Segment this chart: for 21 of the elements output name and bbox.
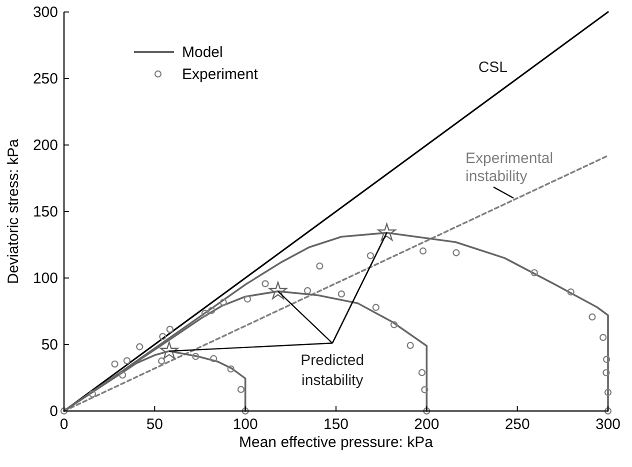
y-axis-title: Deviatoric stress: kPa: [5, 138, 22, 284]
y-tick-label: 0: [50, 403, 58, 420]
y-tick-label: 300: [32, 4, 58, 21]
x-tick-label: 0: [60, 416, 68, 433]
y-tick-label: 50: [41, 336, 58, 354]
x-axis-title: Mean effective pressure: kPa: [239, 434, 434, 451]
y-tick-label: 100: [32, 270, 58, 287]
x-tick-label: 150: [323, 416, 349, 433]
x-tick-label: 250: [504, 416, 530, 433]
y-tick-label: 250: [32, 70, 58, 88]
series-label: CSL: [478, 58, 508, 76]
legend-label: Model: [182, 44, 223, 61]
x-tick-label: 100: [232, 416, 258, 433]
y-tick-label: 150: [32, 204, 58, 220]
x-tick-label: 300: [595, 416, 621, 433]
series-label: Experimental instability: [466, 150, 554, 186]
annotation: Predicted instability: [300, 352, 364, 390]
y-tick-label: 200: [32, 137, 58, 154]
legend-label: Experiment: [182, 66, 259, 83]
x-tick-label: 50: [146, 416, 164, 433]
x-tick-label: 200: [414, 416, 440, 433]
